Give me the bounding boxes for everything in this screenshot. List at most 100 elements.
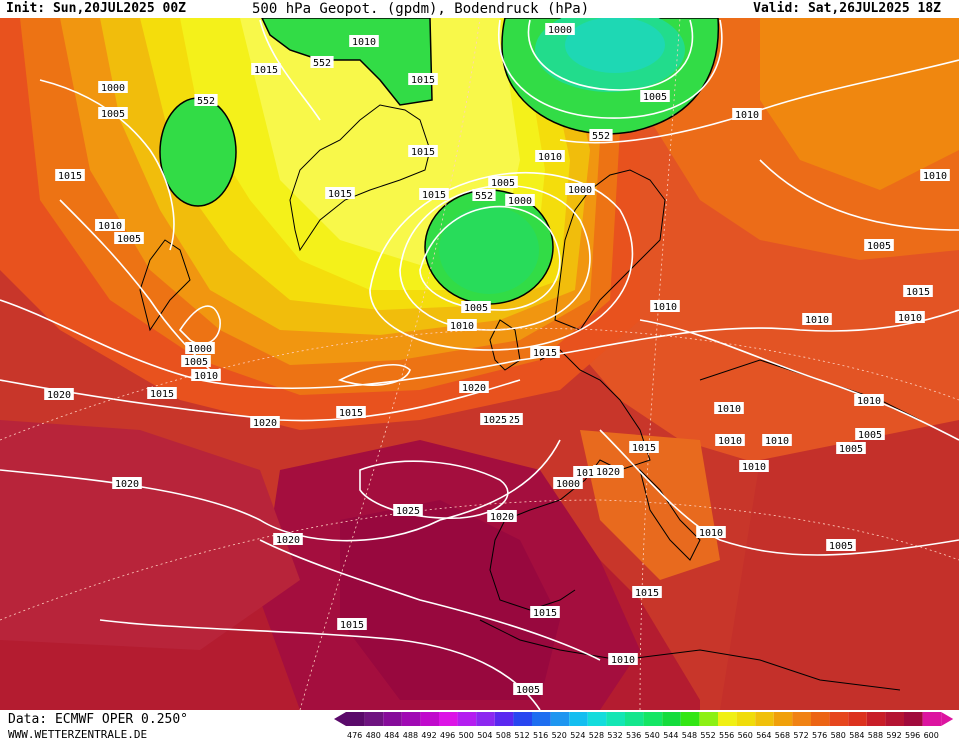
contour-label-text: 1010 [538,152,562,163]
legend-swatch [457,712,477,726]
contour-label: 1010 [732,108,762,121]
legend-swatch [904,712,923,726]
contour-label-text: 1000 [568,185,592,196]
legend-tick-label: 508 [496,731,511,740]
contour-label: 1015 [530,606,560,619]
legend-swatch [532,712,551,726]
contour-label-box [480,413,510,425]
legend-swatch [606,712,625,726]
legend-swatch [643,712,663,726]
legend-swatch [550,712,570,726]
isobar-1020-west [0,379,521,422]
contour-label: 1005 [513,683,543,696]
contour-label: 1025 [393,504,423,517]
legend-swatch [829,712,849,726]
contour-label: 1005 [836,442,866,455]
contour-label: 1010 [608,653,638,666]
map-header: Init: Sun,20JUL2025 00Z 500 hPa Geopot. … [0,0,959,18]
contour-label: 1015 [325,187,355,200]
contour-label: 1015 [530,346,560,359]
isobar-1015-island [337,364,411,386]
contour-label: 1010 [715,434,745,447]
contour-label: 1005 [114,232,144,245]
contour-label-box [505,194,535,206]
isobar-1010-greenland [259,19,321,121]
contour-label-box [732,108,762,120]
contour-label-text: 1005 [184,357,208,368]
contour-label-box [310,56,334,68]
contour-label-box [273,533,303,545]
legend-swatch [755,712,774,726]
isobar-1000-barents [527,19,694,91]
contour-label: 1020 [487,510,517,523]
contour-label-box [147,387,177,399]
isobars [0,19,959,710]
contour-label-text: 1015 [533,348,557,359]
contour-label: 1000 [545,23,575,36]
weather-map: 1000 1005 1010 1015 1020 1025 1015 1010 552 552 55… [0,18,959,710]
contour-label-box [714,402,744,414]
contour-label-box [325,187,355,199]
legend-tick-label: 536 [626,731,641,740]
contour-label-box [461,301,491,313]
contour-label: 1020 [459,381,489,394]
isobar-1020-south [259,539,601,661]
contour-label-box [530,606,560,618]
contour-label-box [826,539,856,551]
legend-tick-label: 592 [886,731,901,740]
legend-tick-label: 564 [756,731,771,740]
coast-labrador [139,239,191,332]
contour-label-text: 1010 [450,321,474,332]
legend-tick-label: 480 [366,731,381,740]
contour-label-text: 1015 [150,389,174,400]
contour-label-text: 552 [475,191,493,202]
contour-label-box [191,369,221,381]
legend-tick-label: 496 [440,731,455,740]
legend-swatch [848,712,867,726]
coast-scandinavia [554,169,666,331]
legend-swatch [625,712,644,726]
legend-tick-label: 540 [645,731,660,740]
contour-label: 1000 [553,477,583,490]
coast-continental-europe [489,349,651,611]
isobar-1010-norwegian [369,172,634,351]
legend-swatch [364,712,384,726]
legend-swatch [494,712,514,726]
legend-tick-label: 476 [347,731,362,740]
contour-label-box [715,434,745,446]
legend-tick-label: 548 [682,731,697,740]
contour-label: 1005 [826,539,856,552]
contour-label-text: 1005 [101,109,125,120]
coast-greenland [289,104,431,252]
legend-tick-label: 552 [700,731,715,740]
contour-label-box [250,416,280,428]
isobar-1025-high [359,460,509,519]
contour-label-text: 1015 [635,588,659,599]
legend-arrow-right [941,712,954,726]
legend-tick-label: 588 [868,731,883,740]
contour-label-box [530,346,560,358]
contour-label-text: 1010 [923,171,947,182]
contour-label-text: 1015 [328,189,352,200]
legend-arrow-left [334,712,346,726]
contour-label-box [194,94,218,106]
contour-label-text: 1005 [464,303,488,314]
low-norwegian-sea-core [439,206,539,294]
contour-label-box [447,319,477,331]
contour-label: 1010 [802,313,832,326]
isobar-1015-south [99,619,541,710]
contour-label-text: 1010 [576,468,600,479]
contour-label-text: 1005 [839,444,863,455]
contour-label-box [903,285,933,297]
contour-label-text: 1005 [829,541,853,552]
contour-label-text: 1015 [254,65,278,76]
legend-tick-label: 600 [924,731,939,740]
legend-swatch [680,712,700,726]
contour-label-box [419,188,449,200]
contour-label: 1015 [419,188,449,201]
contour-label-text: 1015 [340,620,364,631]
contour-label-box [553,477,583,489]
contour-label-box [251,63,281,75]
legend-tick-label: 584 [849,731,864,740]
legend-tick-label: 532 [607,731,622,740]
